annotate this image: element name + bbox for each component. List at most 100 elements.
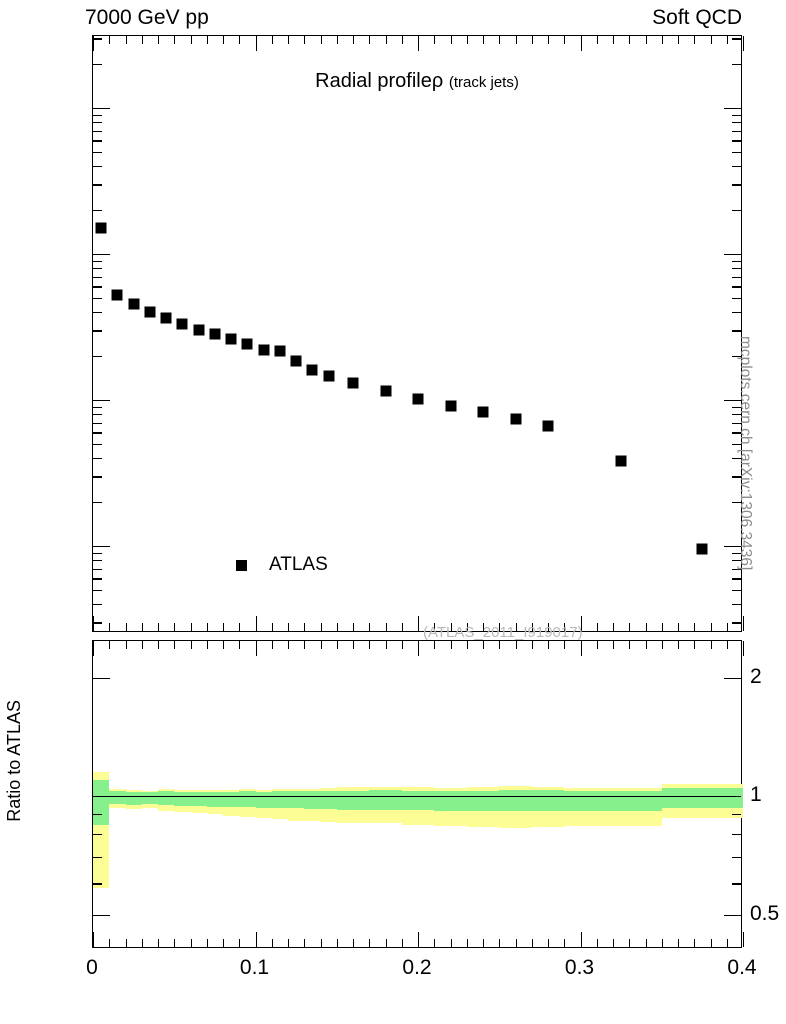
ratio-x-tick-bottom <box>613 939 615 947</box>
ratio-band-inner <box>239 791 256 808</box>
ratio-x-tick-bottom <box>401 939 403 947</box>
y-tick-right <box>732 406 741 408</box>
ratio-x-tick-bottom <box>564 939 566 947</box>
x-tick-top <box>483 36 485 44</box>
ratio-band-inner <box>531 790 565 812</box>
ratio-band-inner <box>401 790 435 811</box>
y-tick-right <box>732 502 741 504</box>
y-tick-left <box>93 268 102 270</box>
y-tick-left <box>93 122 102 124</box>
x-tick-bottom <box>288 623 290 631</box>
ratio-y-tick-left <box>93 834 102 836</box>
y-tick-left <box>93 406 102 408</box>
data-point-marker <box>542 420 554 432</box>
ratio-band-inner <box>271 791 288 809</box>
ratio-x-tick-top <box>710 641 712 649</box>
y-tick-left <box>93 286 102 288</box>
y-tick-left <box>93 276 102 278</box>
data-point-marker <box>696 543 708 555</box>
x-tick-bottom <box>385 623 387 631</box>
data-point-marker <box>160 312 172 324</box>
y-tick-left <box>93 108 110 110</box>
y-tick-right <box>732 122 741 124</box>
ratio-x-tick-top <box>629 641 631 649</box>
x-tick-top <box>613 36 615 44</box>
y-tick-right <box>732 184 741 186</box>
ratio-x-tick-top <box>304 641 306 649</box>
x-tick-top <box>694 36 696 44</box>
x-tick-top <box>629 36 631 44</box>
x-tick-bottom <box>206 623 208 631</box>
y-tick-right <box>732 422 741 424</box>
ratio-x-tick-bottom <box>174 939 176 947</box>
data-point-marker <box>380 385 391 397</box>
x-tick-top <box>548 36 550 44</box>
y-tick-left <box>93 552 102 554</box>
x-tick-top <box>678 36 680 44</box>
ratio-band-inner <box>190 791 207 807</box>
data-point-marker <box>412 393 424 405</box>
ratio-y-tick-right <box>724 677 741 679</box>
x-tick-bottom <box>613 623 615 631</box>
ratio-x-tick-bottom <box>743 932 745 947</box>
header-beam-label: 7000 GeV pp <box>85 6 209 29</box>
ratio-x-tick-top <box>288 641 290 649</box>
ratio-x-tick-top <box>336 641 338 649</box>
ratio-x-tick-top <box>385 641 387 649</box>
data-point-marker <box>258 344 270 356</box>
y-tick-left <box>93 589 102 592</box>
data-point-marker <box>111 289 123 301</box>
y-tick-right <box>732 140 741 142</box>
ratio-x-tick-bottom <box>255 932 257 947</box>
main-plot-panel: Radial profileρ (track jets) ATLAS (ATLA… <box>92 35 745 641</box>
x-tick-top <box>401 36 403 44</box>
ratio-x-tick-bottom <box>596 939 598 947</box>
data-point-marker <box>95 222 107 234</box>
ratio-x-tick-bottom <box>694 939 696 947</box>
ratio-uncertainty-bands <box>93 641 743 947</box>
plot-title-symbol: ρ <box>431 70 444 92</box>
ratio-x-tick-bottom <box>271 939 273 947</box>
ratio-y-tick-right <box>724 796 741 798</box>
ratio-band-inner <box>320 790 337 810</box>
x-tick-bottom <box>109 623 111 631</box>
ratio-x-tick-top <box>239 641 241 649</box>
ratio-x-tick-top <box>596 641 598 649</box>
data-point-marker <box>274 345 286 357</box>
y-tick-left <box>93 560 102 562</box>
y-tick-right <box>732 443 741 446</box>
data-point-marker <box>445 400 456 412</box>
x-tick-bottom <box>336 623 338 631</box>
x-tick-bottom <box>174 623 176 631</box>
x-tick-bottom <box>531 623 533 631</box>
ratio-x-tick-top <box>255 641 257 656</box>
ratio-x-tick-top <box>483 641 485 649</box>
y-tick-left <box>93 260 102 262</box>
ratio-y-tick-right <box>732 883 741 885</box>
ratio-x-tick-top <box>678 641 680 649</box>
y-tick-left <box>93 114 102 116</box>
header-category-label: Soft QCD <box>652 6 742 29</box>
x-tick-top <box>239 36 241 44</box>
x-tick-bottom <box>694 623 696 631</box>
data-point-marker <box>128 298 140 310</box>
x-tick-bottom <box>629 623 631 631</box>
y-tick-right <box>732 560 741 562</box>
ratio-x-tick-top <box>743 641 745 656</box>
y-tick-left <box>93 356 102 358</box>
ratio-x-tick-top <box>206 641 208 649</box>
ratio-x-tick-bottom <box>515 939 517 947</box>
plot-title: Radial profileρ (track jets) <box>93 70 741 93</box>
x-tick-bottom <box>499 623 501 631</box>
ratio-x-tick-bottom <box>336 939 338 947</box>
analysis-id-watermark: (ATLAS_2011_I919017) <box>423 624 583 641</box>
ratio-band-inner <box>466 790 500 811</box>
x-tick-top <box>141 36 143 44</box>
ratio-x-tick-bottom <box>661 939 663 947</box>
ratio-x-tick-bottom <box>369 939 371 947</box>
ratio-x-tick-bottom <box>223 939 225 947</box>
data-point-marker <box>209 328 221 340</box>
y-tick-right <box>732 166 741 168</box>
data-point-marker <box>144 306 156 318</box>
ratio-x-tick-top <box>515 641 517 649</box>
